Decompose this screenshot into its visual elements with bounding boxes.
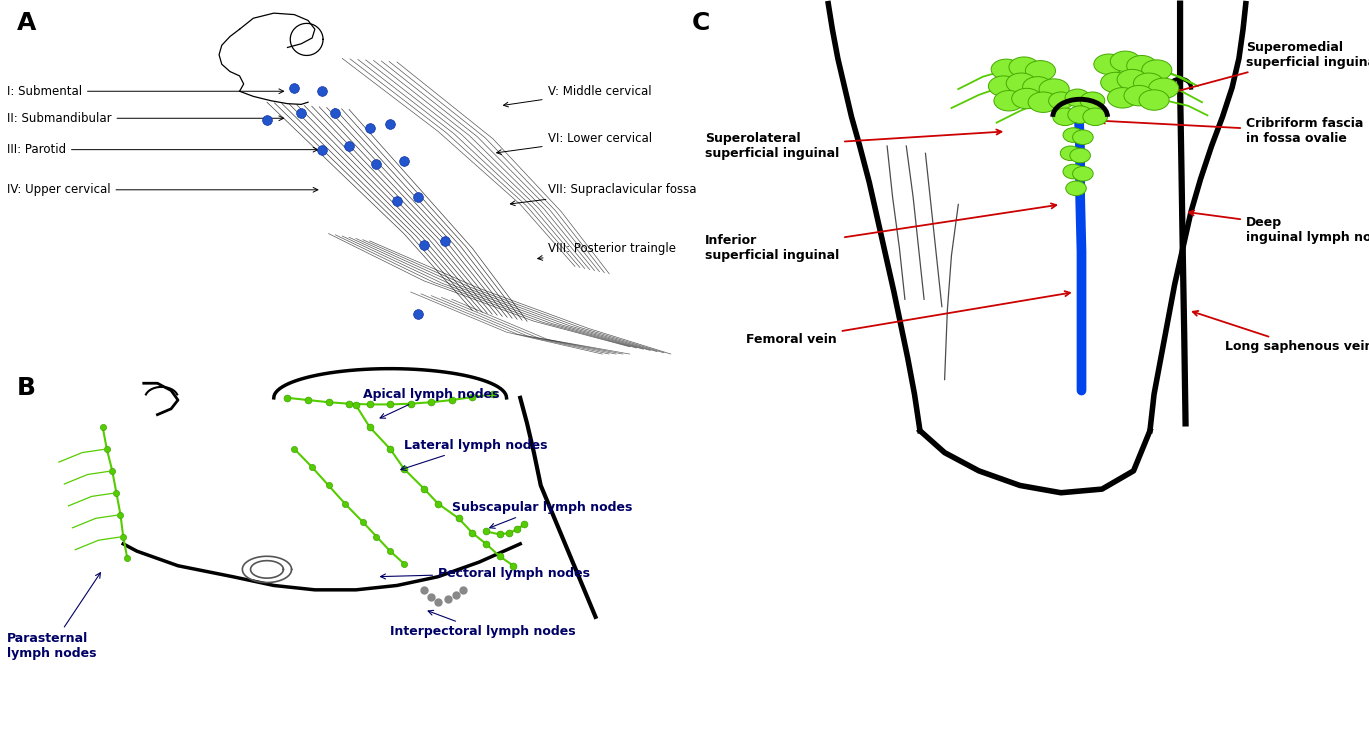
Ellipse shape (1012, 88, 1042, 109)
Ellipse shape (1073, 166, 1094, 181)
Text: C: C (691, 11, 709, 35)
Ellipse shape (991, 59, 1021, 80)
Ellipse shape (988, 76, 1019, 96)
Text: Parasternal
lymph nodes: Parasternal lymph nodes (7, 573, 100, 660)
Text: Lateral lymph nodes: Lateral lymph nodes (401, 439, 548, 470)
Ellipse shape (1108, 88, 1138, 108)
Text: Interpectoral lymph nodes: Interpectoral lymph nodes (390, 610, 576, 638)
Ellipse shape (1064, 164, 1084, 179)
Ellipse shape (1080, 92, 1105, 110)
Ellipse shape (1065, 89, 1090, 107)
Ellipse shape (1066, 181, 1087, 196)
Ellipse shape (1028, 92, 1058, 112)
Ellipse shape (1134, 73, 1164, 93)
Ellipse shape (1142, 60, 1172, 80)
Text: VI: Lower cervical: VI: Lower cervical (497, 132, 652, 155)
Text: Inferior
superficial inguinal: Inferior superficial inguinal (705, 204, 1057, 262)
Ellipse shape (1049, 92, 1073, 110)
Ellipse shape (1127, 55, 1157, 76)
Ellipse shape (994, 91, 1024, 111)
Text: Deep
inguinal lymph nodes: Deep inguinal lymph nodes (1188, 210, 1369, 244)
Ellipse shape (1073, 130, 1094, 145)
Text: Superolateral
superficial inguinal: Superolateral superficial inguinal (705, 129, 1002, 160)
Ellipse shape (1139, 90, 1169, 110)
Text: II: Submandibular: II: Submandibular (7, 112, 283, 125)
Ellipse shape (1025, 61, 1055, 81)
Ellipse shape (1006, 73, 1036, 93)
Ellipse shape (1039, 79, 1069, 99)
Ellipse shape (1101, 72, 1131, 93)
Text: Superomedial
superficial inguinal: Superomedial superficial inguinal (1154, 41, 1369, 99)
Ellipse shape (1053, 108, 1077, 126)
Ellipse shape (1083, 108, 1108, 126)
Ellipse shape (1023, 77, 1053, 97)
Ellipse shape (1110, 51, 1140, 72)
Text: VIII: Posterior traingle: VIII: Posterior traingle (538, 242, 675, 261)
Text: V: Middle cervical: V: Middle cervical (504, 85, 652, 107)
Text: IV: Upper cervical: IV: Upper cervical (7, 183, 318, 196)
Ellipse shape (1117, 69, 1147, 90)
Ellipse shape (1064, 128, 1084, 142)
Text: Apical lymph nodes: Apical lymph nodes (363, 388, 500, 418)
Text: I: Submental: I: Submental (7, 85, 283, 98)
Text: A: A (16, 11, 36, 35)
Text: VII: Supraclavicular fossa: VII: Supraclavicular fossa (511, 183, 695, 206)
Text: Cribriform fascia
in fossa ovalie: Cribriform fascia in fossa ovalie (1099, 118, 1364, 145)
Text: B: B (16, 376, 36, 400)
Ellipse shape (1124, 85, 1154, 106)
Text: III: Parotid: III: Parotid (7, 143, 318, 156)
Ellipse shape (1009, 57, 1039, 77)
Text: Long saphenous vein: Long saphenous vein (1192, 311, 1369, 353)
Ellipse shape (1071, 148, 1090, 163)
Ellipse shape (1068, 106, 1092, 123)
Ellipse shape (1149, 78, 1179, 99)
Text: Subscapular lymph nodes: Subscapular lymph nodes (452, 501, 632, 529)
Text: Pectoral lymph nodes: Pectoral lymph nodes (381, 566, 590, 580)
Ellipse shape (1061, 146, 1082, 161)
Text: Femoral vein: Femoral vein (746, 291, 1071, 346)
Ellipse shape (1094, 54, 1124, 74)
